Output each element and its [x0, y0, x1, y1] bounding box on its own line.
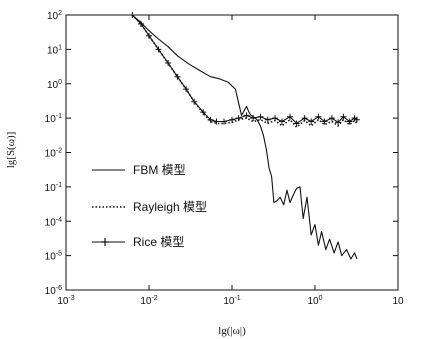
y-tick-exponent: -4: [56, 216, 62, 223]
y-tick-exponent: -1: [56, 113, 62, 120]
series-point: [213, 118, 220, 125]
x-axis-label: lg(|ω|): [218, 325, 246, 337]
series-point: [250, 115, 257, 122]
x-axis: 10-3 10-2 10-1 100 10: [57, 15, 404, 307]
legend-label-1: FBM 模型: [133, 163, 186, 177]
x-tick-exponent: -3: [68, 295, 74, 302]
series-point: [191, 98, 198, 105]
series-point: [335, 119, 342, 126]
y-tick-exponent: 1: [58, 44, 62, 51]
legend-marker: [101, 238, 109, 246]
x-tick-label: 10-2: [140, 295, 157, 307]
series-point: [328, 115, 335, 122]
series-point: [315, 113, 322, 120]
series-point: [137, 20, 144, 27]
series-point: [308, 118, 315, 125]
x-tick-base: 10: [307, 296, 319, 307]
y-tick-label: 102: [47, 10, 62, 22]
series-point: [293, 120, 300, 127]
plot-frame: [65, 14, 399, 291]
legend-label-3: Rice 模型: [133, 235, 184, 249]
series-point: [301, 115, 308, 122]
series-point: [207, 116, 214, 123]
y-tick-label: 10-6: [45, 285, 62, 297]
x-tick-label: 10: [392, 296, 404, 307]
series-point: [165, 60, 172, 67]
y-tick-base: 10: [47, 45, 59, 56]
y-tick-exponent: -1: [56, 182, 62, 189]
x-tick-base: 10: [392, 296, 404, 307]
y-tick-exponent: -5: [56, 251, 62, 258]
y-tick-exponent: -6: [56, 285, 62, 292]
y-tick-label: 10-1: [45, 182, 62, 194]
series-point: [287, 113, 294, 120]
x-tick-label: 10-1: [223, 295, 240, 307]
series-point: [155, 46, 162, 53]
series-point: [243, 112, 250, 119]
y-axis-label: lg[S(ω)]: [5, 132, 17, 169]
x-tick-exponent: -1: [234, 295, 240, 302]
x-tick-base: 10: [57, 296, 69, 307]
y-tick-label: 10-1: [45, 113, 62, 125]
series-point: [174, 73, 181, 80]
y-tick-label: 10-4: [45, 216, 62, 228]
x-tick-label: 100: [307, 295, 322, 307]
x-tick-exponent: 0: [319, 295, 323, 302]
y-tick-base: 10: [47, 11, 59, 22]
series-point: [321, 118, 328, 125]
series-group: [129, 12, 360, 260]
series-point: [229, 116, 235, 123]
x-tick-base: 10: [223, 296, 235, 307]
y-tick-label: 100: [47, 79, 62, 91]
y-tick-label: 101: [47, 44, 62, 56]
series-point: [200, 109, 207, 116]
series-point: [346, 118, 353, 125]
series-point: [264, 116, 271, 123]
y-tick-exponent: -2: [56, 148, 62, 155]
y-tick-base: 10: [45, 114, 57, 125]
series-point: [129, 12, 136, 18]
series-point: [235, 115, 242, 122]
series-line-1: [131, 14, 358, 260]
plot-area: [65, 14, 399, 291]
y-tick-base: 10: [47, 80, 59, 91]
x-tick-label: 10-3: [57, 295, 74, 307]
y-tick-label: 10-5: [45, 251, 62, 263]
series-point: [353, 116, 360, 123]
y-tick-label: 10-2: [45, 148, 62, 160]
legend: FBM 模型 Rayleigh 模型 Rice 模型: [92, 163, 207, 249]
y-tick-base: 10: [45, 286, 57, 297]
y-tick-base: 10: [45, 183, 57, 194]
series-point: [220, 118, 227, 125]
y-tick-exponent: 0: [58, 79, 62, 86]
series-point: [278, 118, 285, 125]
series-point: [146, 32, 152, 39]
y-tick-base: 10: [45, 217, 57, 228]
legend-label-2: Rayleigh 模型: [133, 200, 207, 214]
y-tick-exponent: 2: [58, 10, 62, 17]
series-point: [272, 115, 279, 122]
series-point: [340, 113, 347, 120]
series-line-3: [131, 14, 358, 124]
series-point: [257, 113, 264, 120]
x-tick-base: 10: [140, 296, 152, 307]
y-tick-base: 10: [45, 149, 57, 160]
y-tick-base: 10: [45, 252, 57, 263]
series-point: [183, 86, 190, 93]
x-tick-exponent: -2: [151, 295, 157, 302]
